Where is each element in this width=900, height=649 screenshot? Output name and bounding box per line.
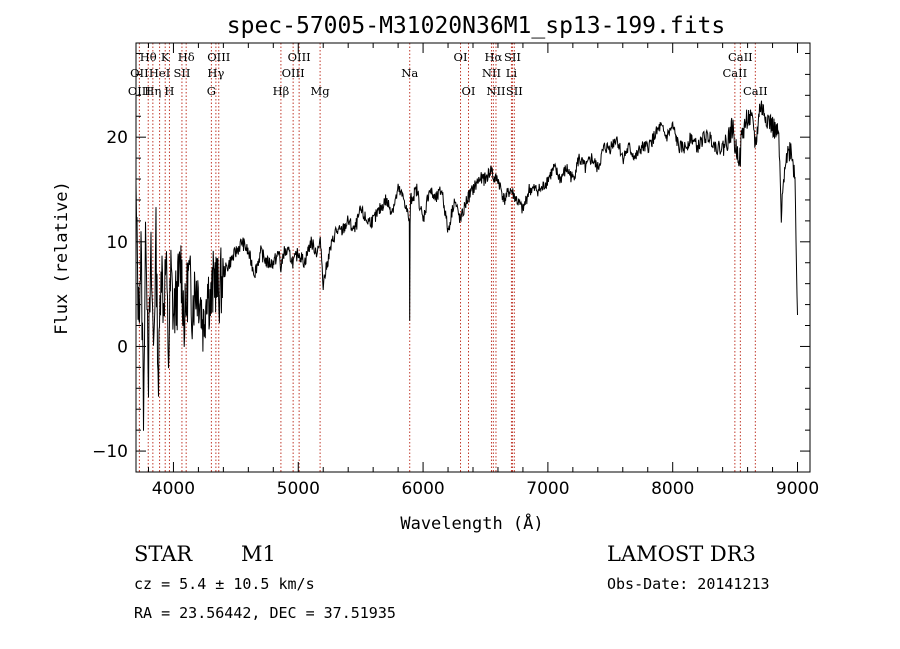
- spectral-line-labels: Hθ OII OIII HeI K Hη H Hδ SII OIII Hγ G OIII OIII Hβ Mg…: [128, 50, 768, 98]
- object-subclass: M1: [241, 542, 276, 566]
- spectral-line-label: Mg: [311, 84, 331, 98]
- redshift-cz: cz = 5.4 ± 10.5 km/s: [134, 575, 315, 593]
- y-axis-ticks: −10 0 10 20: [92, 52, 810, 473]
- spectral-line-markers: [138, 43, 756, 472]
- spectral-line-label: OIII: [288, 50, 311, 64]
- spectral-line-label: Hη: [144, 84, 161, 98]
- spectral-line-label: HeI: [149, 66, 170, 80]
- y-tick-label: 0: [117, 337, 128, 357]
- x-axis-label: Wavelength (Å): [400, 512, 543, 534]
- spectral-line-label: Hγ: [207, 66, 224, 80]
- spectral-line-label: H: [164, 84, 174, 98]
- x-tick-label: 9000: [776, 479, 819, 499]
- spectral-line-label: Hδ: [178, 50, 195, 64]
- spectral-line-label: OIII: [207, 50, 230, 64]
- spectral-line-label: G: [207, 84, 216, 98]
- x-tick-label: 5000: [277, 479, 320, 499]
- chart-title: spec-57005-M31020N36M1_sp13-199.fits: [227, 13, 726, 39]
- spectral-line-label: Hβ: [273, 84, 290, 98]
- spectral-line-label: K: [161, 50, 170, 64]
- spectral-line-label: SII: [504, 50, 521, 64]
- spectral-line-label: SII: [173, 66, 190, 80]
- y-tick-label: 20: [106, 128, 128, 148]
- spectral-line-label: CaII: [743, 84, 768, 98]
- spectrum-trace: [135, 100, 798, 431]
- y-tick-label: 10: [106, 233, 128, 253]
- spectral-line-label: SII: [506, 84, 523, 98]
- x-axis-ticks: 4000 5000 6000 7000 8000 9000: [147, 43, 819, 499]
- spectral-line-label: CaII: [722, 66, 747, 80]
- spectral-line-label: NII: [486, 84, 505, 98]
- spectral-line-label: OIII: [128, 84, 151, 98]
- spectral-line-label: Hα: [484, 50, 502, 64]
- spectral-line-label: Hθ: [140, 50, 157, 64]
- ra-dec: RA = 23.56442, DEC = 37.51935: [134, 604, 396, 622]
- y-tick-label: −10: [92, 442, 128, 462]
- spectral-line-label: OIII: [282, 66, 305, 80]
- x-tick-label: 4000: [152, 479, 195, 499]
- spectral-line-label: OI: [462, 84, 476, 98]
- x-tick-label: 7000: [526, 479, 569, 499]
- spectral-line-label: OII: [130, 66, 149, 80]
- x-tick-label: 6000: [401, 479, 444, 499]
- spectral-line-label: Li: [506, 66, 518, 80]
- object-class: STAR: [134, 542, 193, 566]
- spectral-line-label: CaII: [728, 50, 753, 64]
- survey-name: LAMOST DR3: [607, 542, 756, 566]
- spectral-line-label: NII: [482, 66, 501, 80]
- obs-date: Obs-Date: 20141213: [607, 575, 770, 593]
- plot-frame: [135, 42, 811, 473]
- spectral-line-label: OI: [454, 50, 468, 64]
- x-tick-label: 8000: [651, 479, 694, 499]
- y-axis-label: Flux (relative): [52, 181, 72, 335]
- spectral-line-label: Na: [401, 66, 418, 80]
